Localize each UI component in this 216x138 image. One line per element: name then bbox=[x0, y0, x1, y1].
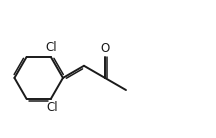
Text: Cl: Cl bbox=[46, 101, 58, 114]
Text: O: O bbox=[100, 42, 110, 55]
Text: Cl: Cl bbox=[46, 41, 57, 54]
